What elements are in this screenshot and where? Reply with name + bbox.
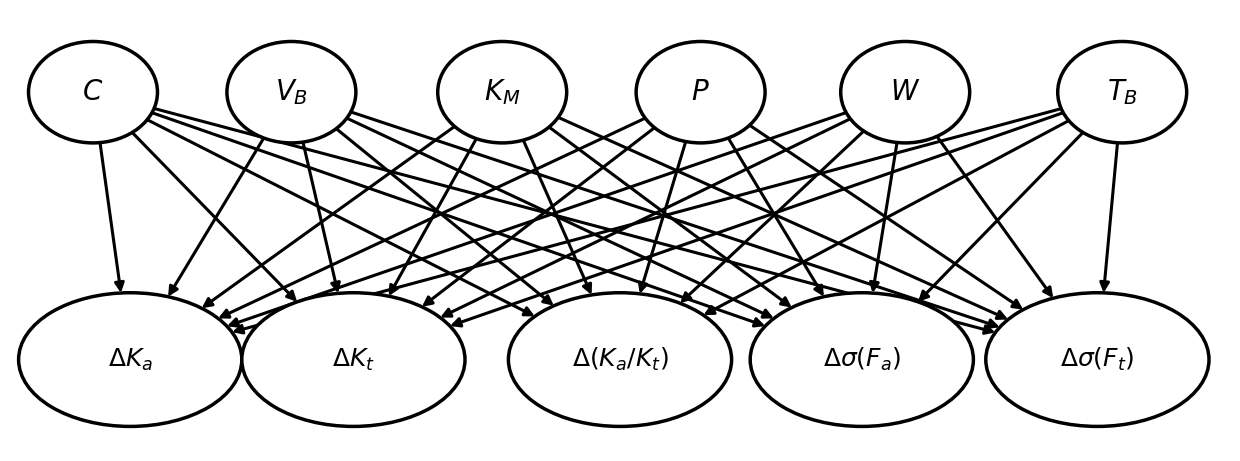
- Text: $K_M$: $K_M$: [484, 77, 521, 107]
- Text: $C$: $C$: [82, 79, 104, 106]
- Ellipse shape: [986, 293, 1209, 426]
- Ellipse shape: [29, 41, 157, 143]
- Ellipse shape: [242, 293, 465, 426]
- Text: $W$: $W$: [890, 79, 920, 106]
- Ellipse shape: [227, 41, 356, 143]
- Text: $P$: $P$: [691, 79, 711, 106]
- Ellipse shape: [19, 293, 242, 426]
- Ellipse shape: [636, 41, 765, 143]
- Text: $V_B$: $V_B$: [275, 77, 308, 107]
- Text: $\Delta K_t$: $\Delta K_t$: [332, 347, 374, 372]
- Ellipse shape: [508, 293, 732, 426]
- Text: $\Delta\sigma(F_t)$: $\Delta\sigma(F_t)$: [1060, 346, 1135, 373]
- Text: $\Delta K_a$: $\Delta K_a$: [108, 347, 153, 372]
- Text: $\Delta(K_a/K_t)$: $\Delta(K_a/K_t)$: [572, 346, 668, 373]
- Ellipse shape: [1058, 41, 1187, 143]
- Ellipse shape: [438, 41, 567, 143]
- Text: $T_B$: $T_B$: [1106, 77, 1138, 107]
- Text: $\Delta\sigma(F_a)$: $\Delta\sigma(F_a)$: [822, 346, 901, 373]
- Ellipse shape: [841, 41, 970, 143]
- Ellipse shape: [750, 293, 973, 426]
